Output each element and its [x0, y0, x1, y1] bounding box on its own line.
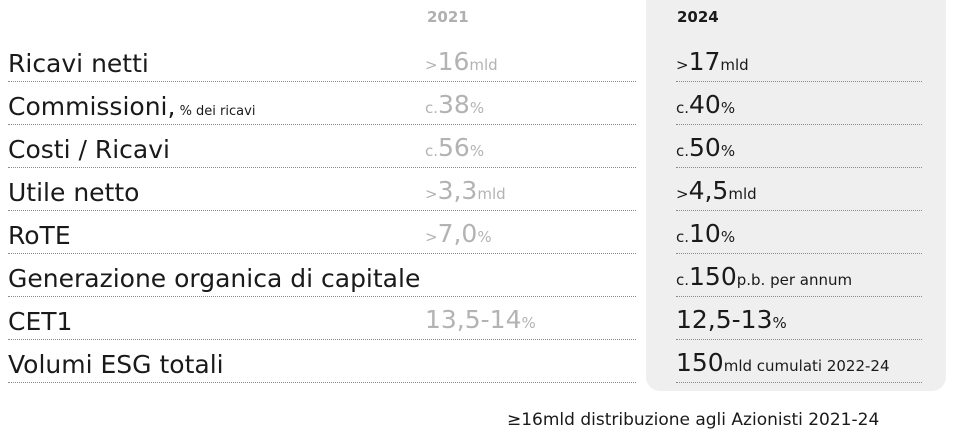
dotted-divider [8, 253, 636, 254]
value-2024-suf: % [720, 99, 736, 117]
row-label: Costi / Ricavi [8, 137, 170, 162]
value-2024: >17mld [676, 49, 749, 74]
highlight-panel-2024 [646, 0, 946, 391]
value-2021-num: 13,5-14 [425, 305, 522, 334]
value-2024-suf: mld [728, 185, 757, 203]
value-2024-pre: > [676, 56, 689, 74]
value-2024-num: 17 [688, 47, 721, 76]
value-2024-num: 40 [689, 90, 721, 119]
value-2024-pre: > [676, 185, 689, 203]
dotted-divider [676, 81, 922, 82]
value-2021-suf: mld [469, 56, 498, 74]
dotted-divider [8, 124, 636, 125]
column-header-2021: 2021 [427, 8, 469, 26]
dotted-divider [676, 382, 922, 383]
value-2024-pre: c. [676, 99, 690, 117]
value-2021: 13,5-14% [425, 307, 536, 332]
value-2021: c.56% [425, 135, 484, 160]
dotted-divider [676, 253, 922, 254]
value-2024-pre: c. [676, 271, 690, 289]
value-2021: >3,3mld [425, 178, 506, 203]
dotted-divider [8, 210, 636, 211]
value-2024: 12,5-13% [676, 307, 787, 332]
row-label-text: Volumi ESG totali [8, 350, 224, 379]
value-2021: >16mld [425, 49, 498, 74]
value-2021-pre: > [425, 228, 438, 246]
row-label: Generazione organica di capitale [8, 266, 420, 291]
value-2024: c.50% [676, 135, 735, 160]
dotted-divider [8, 167, 636, 168]
value-2024-num: 4,5 [688, 176, 729, 205]
column-header-2024: 2024 [677, 8, 719, 26]
value-2021-num: 7,0 [437, 219, 478, 248]
value-2021-num: 38 [438, 90, 470, 119]
value-2024-suf: % [772, 314, 787, 332]
value-2024-suf: % [720, 228, 736, 246]
value-2021-pre: > [425, 185, 438, 203]
value-2024: c.40% [676, 92, 735, 117]
dotted-divider [676, 210, 922, 211]
table-row: Ricavi netti >16mld >17mld [0, 35, 966, 82]
value-2021-pre: > [425, 56, 438, 74]
dividend-footnote: ≥16mld distribuzione agli Azionisti 2021… [507, 410, 880, 430]
dotted-divider [8, 339, 636, 340]
row-label-text: Costi / Ricavi [8, 135, 170, 164]
table-row: CET1 13,5-14% 12,5-13% [0, 293, 966, 340]
value-2024-pre: c. [676, 142, 690, 160]
value-2024-num: 50 [689, 133, 721, 162]
row-label-text: Ricavi netti [8, 49, 149, 78]
value-2024-num: 150 [689, 262, 737, 291]
value-2021-suf: % [521, 314, 536, 332]
dotted-divider [8, 296, 636, 297]
value-2024-num: 10 [689, 219, 721, 248]
value-2024: c.150p.b. per annum [676, 264, 852, 289]
dotted-divider [8, 382, 636, 383]
value-2021-pre: c. [425, 142, 439, 160]
row-label: RoTE [8, 223, 71, 248]
table-row: RoTE >7,0% c.10% [0, 207, 966, 254]
dotted-divider [8, 81, 636, 82]
dotted-divider [676, 167, 922, 168]
value-2021-num: 16 [437, 47, 470, 76]
row-label: Utile netto [8, 180, 139, 205]
row-label-note: % dei ricavi [175, 104, 256, 119]
value-2021-num: 3,3 [437, 176, 478, 205]
dotted-divider [676, 124, 922, 125]
row-label: Ricavi netti [8, 51, 149, 76]
row-label: Commissioni, % dei ricavi [8, 94, 255, 119]
value-2024-suf: mld [720, 56, 749, 74]
value-2024-suf: mld cumulati 2022-24 [723, 357, 890, 375]
value-2024-num: 12,5-13 [676, 305, 773, 334]
value-2024: 150mld cumulati 2022-24 [676, 350, 890, 375]
row-label: CET1 [8, 309, 72, 334]
value-2021: >7,0% [425, 221, 492, 246]
value-2024-pre: c. [676, 228, 690, 246]
row-label-text: Utile netto [8, 178, 140, 207]
row-label-text: RoTE [8, 221, 71, 250]
table-row: Generazione organica di capitale c.150p.b… [0, 250, 966, 297]
value-2021-suf: mld [477, 185, 506, 203]
value-2021-pre: c. [425, 99, 439, 117]
row-label-text: Commissioni, [8, 92, 176, 121]
row-label: Volumi ESG totali [8, 352, 224, 377]
value-2024-suf: p.b. per annum [736, 271, 853, 289]
row-label-text: CET1 [8, 307, 73, 336]
value-2021-suf: % [469, 99, 485, 117]
table-row: Volumi ESG totali 150mld cumulati 2022-24 [0, 336, 966, 383]
value-2021-suf: % [469, 142, 485, 160]
value-2024-suf: % [720, 142, 736, 160]
value-2024: >4,5mld [676, 178, 757, 203]
value-2021: c.38% [425, 92, 484, 117]
value-2024: c.10% [676, 221, 735, 246]
dotted-divider [676, 296, 922, 297]
table-row: Costi / Ricavi c.56% c.50% [0, 121, 966, 168]
table-row: Utile netto >3,3mld >4,5mld [0, 164, 966, 211]
dotted-divider [676, 339, 922, 340]
row-label-text: Generazione organica di capitale [8, 264, 421, 293]
value-2024-num: 150 [676, 348, 724, 377]
value-2021-suf: % [477, 228, 492, 246]
value-2021-num: 56 [438, 133, 470, 162]
table-row: Commissioni, % dei ricavi c.38% c.40% [0, 78, 966, 125]
